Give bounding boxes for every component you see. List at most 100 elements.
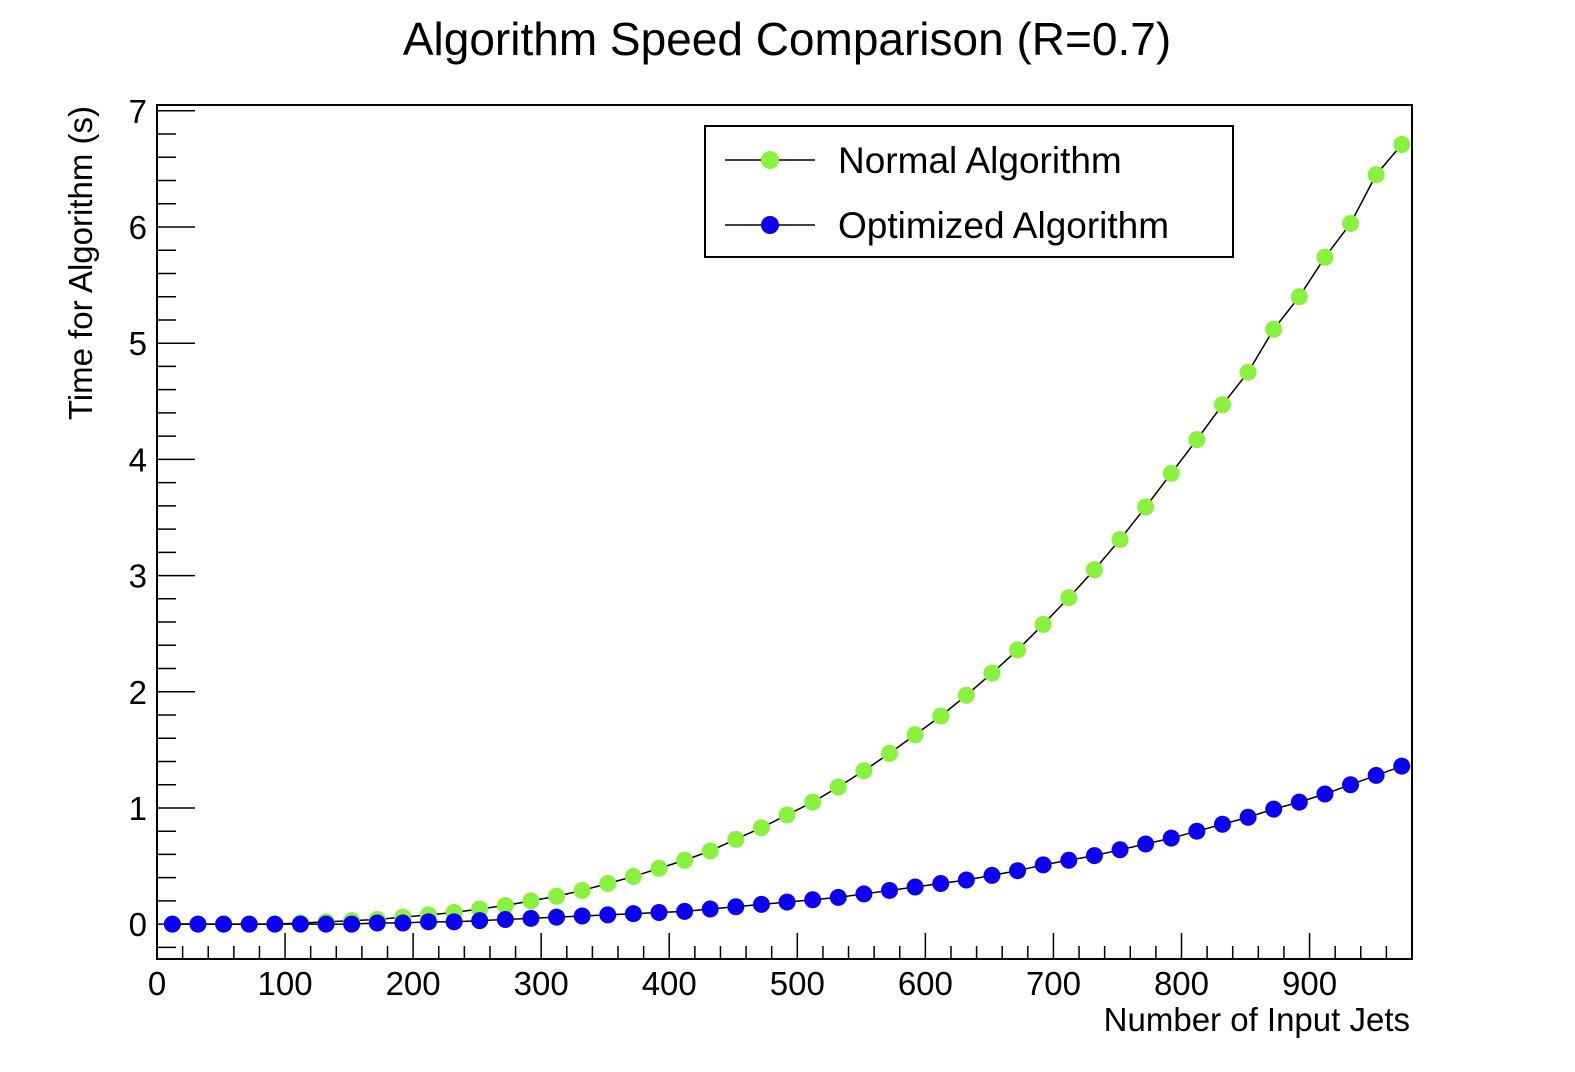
data-point-normal bbox=[983, 664, 1001, 682]
data-point-optimized bbox=[1342, 776, 1360, 794]
data-point-normal bbox=[1060, 589, 1078, 607]
data-point-normal bbox=[1290, 288, 1308, 306]
x-tick-label: 300 bbox=[514, 965, 569, 1002]
data-point-optimized bbox=[599, 906, 617, 924]
data-point-normal bbox=[1265, 320, 1283, 338]
data-point-normal bbox=[727, 830, 745, 848]
data-point-optimized bbox=[881, 881, 899, 899]
y-tick-label: 2 bbox=[129, 674, 147, 711]
data-point-normal bbox=[1034, 615, 1052, 633]
x-tick-label: 900 bbox=[1282, 965, 1337, 1002]
data-point-optimized bbox=[1213, 815, 1231, 833]
data-point-normal bbox=[1316, 248, 1334, 266]
data-point-normal bbox=[855, 762, 873, 780]
legend: Normal Algorithm Optimized Algorithm bbox=[704, 125, 1234, 258]
data-point-normal bbox=[599, 874, 617, 892]
data-point-normal bbox=[881, 744, 899, 762]
data-point-normal bbox=[650, 859, 668, 877]
data-point-optimized bbox=[1265, 800, 1283, 818]
data-point-optimized bbox=[1188, 822, 1206, 840]
legend-label-normal: Normal Algorithm bbox=[838, 140, 1122, 181]
data-point-optimized bbox=[1316, 785, 1334, 803]
data-point-optimized bbox=[727, 898, 745, 916]
data-point-optimized bbox=[291, 915, 309, 933]
y-tick-label: 3 bbox=[129, 558, 147, 595]
x-tick-label: 600 bbox=[898, 965, 953, 1002]
data-point-normal bbox=[624, 868, 642, 886]
chart-title: Algorithm Speed Comparison (R=0.7) bbox=[403, 13, 1171, 65]
x-tick-label: 0 bbox=[148, 965, 166, 1002]
y-tick-label: 0 bbox=[129, 906, 147, 943]
data-point-normal bbox=[1367, 166, 1385, 184]
data-point-normal bbox=[573, 881, 591, 899]
data-point-optimized bbox=[1034, 856, 1052, 874]
data-point-optimized bbox=[1009, 862, 1027, 880]
legend-label-optimized: Optimized Algorithm bbox=[838, 205, 1169, 246]
data-point-normal bbox=[1239, 363, 1257, 381]
y-tick-label: 5 bbox=[129, 325, 147, 362]
data-point-optimized bbox=[317, 915, 335, 933]
plot-frame bbox=[156, 104, 1413, 960]
data-point-optimized bbox=[573, 907, 591, 925]
data-point-optimized bbox=[804, 891, 822, 909]
series-layer bbox=[163, 136, 1411, 933]
data-point-optimized bbox=[1060, 851, 1078, 869]
data-point-optimized bbox=[701, 900, 719, 918]
x-axis-label: Number of Input Jets bbox=[1104, 1001, 1410, 1038]
data-point-optimized bbox=[1137, 835, 1155, 853]
data-point-optimized bbox=[1367, 766, 1385, 784]
data-point-normal bbox=[548, 887, 566, 905]
data-point-optimized bbox=[855, 885, 873, 903]
data-point-normal bbox=[1342, 215, 1360, 233]
data-point-optimized bbox=[676, 902, 694, 920]
data-point-optimized bbox=[650, 904, 668, 922]
data-point-optimized bbox=[778, 893, 796, 911]
data-point-optimized bbox=[471, 912, 489, 930]
data-point-optimized bbox=[1085, 847, 1103, 865]
data-point-normal bbox=[522, 892, 540, 910]
legend-marker-optimized bbox=[761, 216, 779, 234]
data-point-normal bbox=[496, 897, 514, 915]
data-point-normal bbox=[957, 686, 975, 704]
x-tick-label: 100 bbox=[258, 965, 313, 1002]
series-optimized bbox=[163, 757, 1411, 933]
legend-box bbox=[704, 125, 1234, 258]
data-point-normal bbox=[752, 819, 770, 837]
data-point-optimized bbox=[215, 915, 233, 933]
data-point-optimized bbox=[419, 913, 437, 931]
data-point-optimized bbox=[906, 878, 924, 896]
x-tick-label: 800 bbox=[1154, 965, 1209, 1002]
data-point-normal bbox=[804, 793, 822, 811]
data-point-normal bbox=[1213, 396, 1231, 414]
data-point-optimized bbox=[1239, 808, 1257, 826]
x-tick-label: 200 bbox=[386, 965, 441, 1002]
data-point-normal bbox=[829, 778, 847, 796]
data-point-optimized bbox=[983, 866, 1001, 884]
data-point-optimized bbox=[829, 888, 847, 906]
data-point-normal bbox=[1009, 641, 1027, 659]
x-tick-label: 400 bbox=[642, 965, 697, 1002]
data-point-optimized bbox=[240, 915, 258, 933]
legend-marker-normal bbox=[761, 151, 779, 169]
data-point-optimized bbox=[624, 905, 642, 923]
data-point-normal bbox=[471, 900, 489, 918]
data-point-optimized bbox=[445, 913, 463, 931]
data-point-optimized bbox=[1111, 841, 1129, 859]
data-point-normal bbox=[676, 851, 694, 869]
data-point-normal bbox=[1137, 498, 1155, 516]
data-point-optimized bbox=[752, 895, 770, 913]
data-point-normal bbox=[1085, 561, 1103, 579]
x-tick-label: 700 bbox=[1026, 965, 1081, 1002]
data-point-optimized bbox=[1393, 757, 1411, 775]
data-point-normal bbox=[932, 707, 950, 725]
data-point-normal bbox=[1162, 464, 1180, 482]
data-point-normal bbox=[1111, 531, 1129, 549]
data-point-optimized bbox=[957, 871, 975, 889]
data-point-optimized bbox=[548, 908, 566, 926]
data-point-optimized bbox=[394, 914, 412, 932]
data-point-optimized bbox=[932, 874, 950, 892]
data-point-normal bbox=[906, 726, 924, 744]
data-point-optimized bbox=[496, 910, 514, 928]
y-axis-label: Time for Algorithm (s) bbox=[62, 106, 99, 420]
